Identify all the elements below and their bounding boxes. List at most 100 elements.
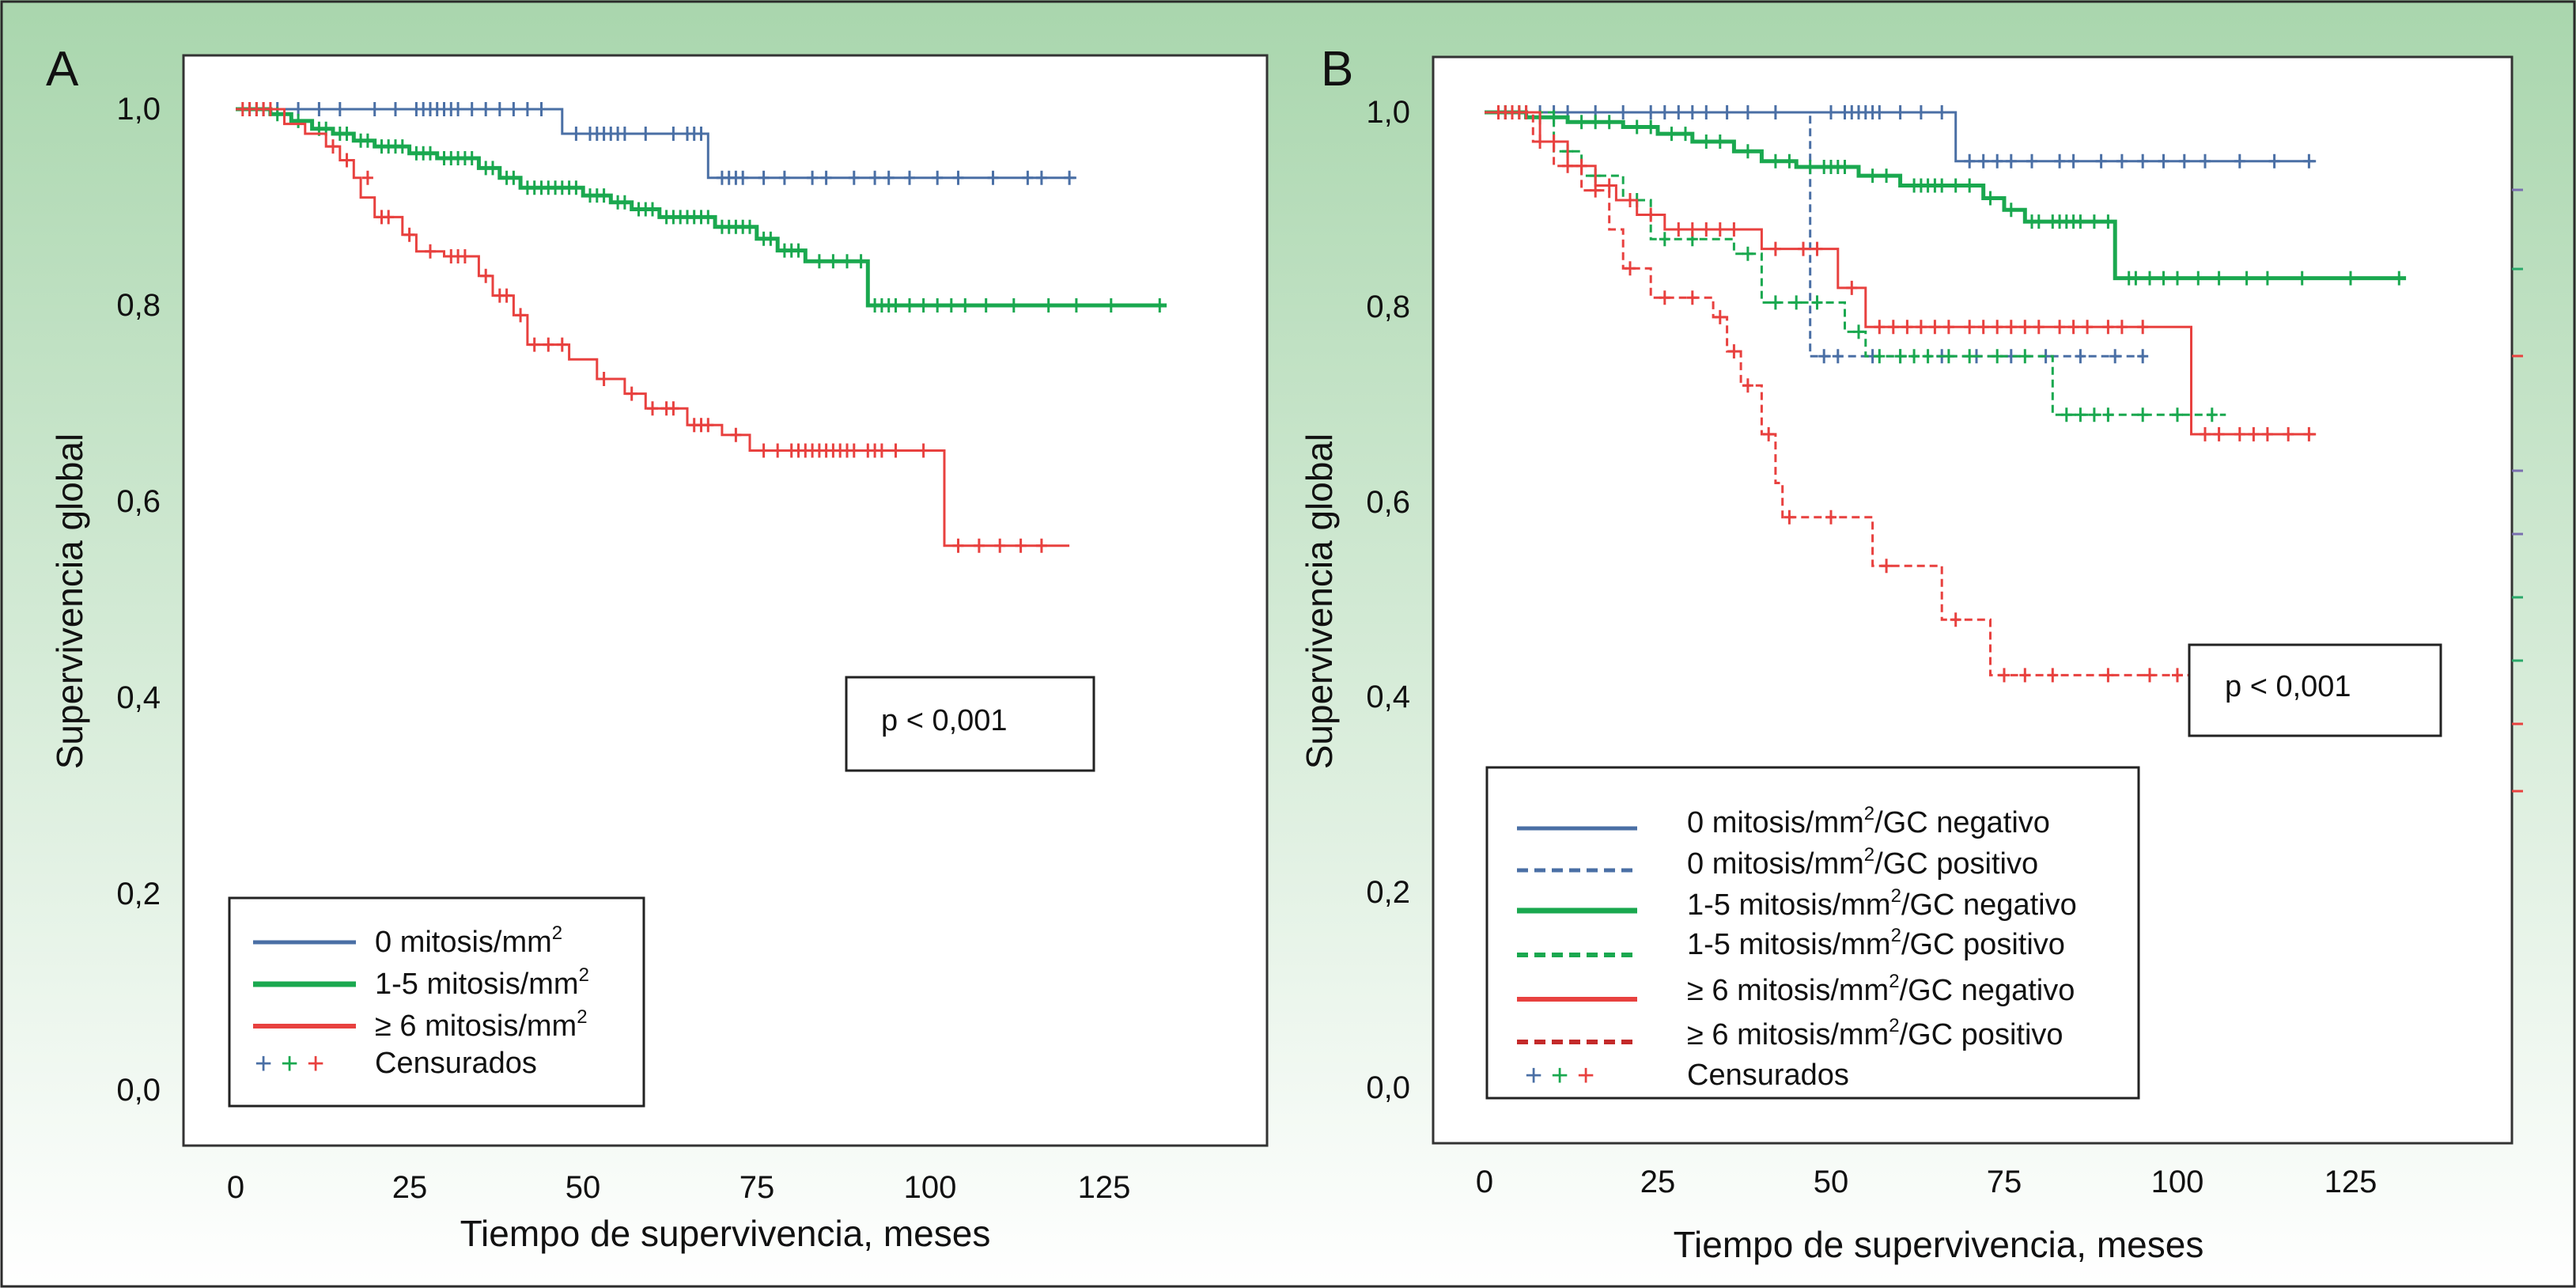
panel-a-legend-label-0: 0 mitosis/mm2 <box>375 922 562 959</box>
panel-a-censor-mark <box>293 113 305 128</box>
panel-a-censor-mark <box>758 443 770 458</box>
panel-b-censor-mark <box>2019 349 2031 364</box>
panel-a-censor-mark <box>807 170 819 185</box>
panel-b-censor-mark <box>2026 153 2037 169</box>
panel-a-censor-mark <box>842 254 853 269</box>
panel-b-censor-mark <box>2067 153 2079 169</box>
panel-a-censor-mark <box>452 102 464 116</box>
panel-b-censor-mark <box>2116 320 2128 335</box>
panel-a-censor-mark <box>952 538 964 553</box>
panel-b-censor-mark <box>2082 320 2094 335</box>
panel-b-censor-mark <box>1562 158 1574 173</box>
panel-b-legend-label-0: 0 mitosis/mm2/GC negativo <box>1687 803 2050 839</box>
panel-b-censor-mark <box>2261 426 2273 441</box>
panel-a-censor-mark <box>904 170 915 185</box>
panel-a-censor-mark <box>570 180 582 195</box>
panel-b-xtick-label: 50 <box>1814 1165 1849 1199</box>
panel-b-censor-mark <box>1742 378 1753 393</box>
panel-a-censor-mark <box>1035 170 1047 185</box>
panel-a-censor-mark <box>466 102 478 116</box>
panel-a-xtick-label: 25 <box>392 1170 428 1205</box>
panel-a-censor-mark <box>494 102 505 116</box>
panel-a-censor-mark <box>876 443 887 458</box>
panel-b-censor-mark <box>2144 668 2155 683</box>
panel-b-censor-mark <box>1728 222 1740 237</box>
panel-b-censor-mark <box>1804 160 1816 174</box>
panel-a-censor-mark <box>994 538 1006 553</box>
panel-a-censor-mark <box>869 170 881 185</box>
panel-a-censor-mark <box>980 298 992 313</box>
panel-a-censor-mark <box>932 170 944 185</box>
panel-a-censor-mark <box>618 195 630 210</box>
panel-b-censor-mark <box>1492 105 1504 119</box>
panel-b-censor-mark <box>2075 214 2086 229</box>
panel-b-ytick-label: 1,0 <box>1366 95 1410 130</box>
panel-a-censor-mark <box>827 254 839 269</box>
panel-b-censor-mark <box>1811 295 1823 310</box>
panel-b-censor-mark <box>2200 153 2211 169</box>
panel-b-censor-mark <box>1867 169 1878 184</box>
panel-b-censor-mark <box>1700 134 1712 149</box>
panel-b-censor-mark <box>2102 668 2114 683</box>
panel-b-censor-mark <box>1936 178 1948 193</box>
panel-b-legend-label-2: 1-5 mitosis/mm2/GC negativo <box>1687 885 2077 922</box>
panel-b-censor-mark <box>1673 222 1685 237</box>
panel-b-censor-mark <box>2172 271 2183 286</box>
panel-b-censor-mark <box>1686 222 1698 237</box>
panel-b-censor-mark <box>1929 320 1941 335</box>
panel-a-censor-mark <box>952 170 964 185</box>
panel-b-censor-mark <box>1666 127 1678 142</box>
panel-b-censor-mark <box>1881 559 1893 574</box>
panel-a-censor-mark <box>361 170 373 185</box>
panel-b-censor-mark <box>1964 320 1976 335</box>
panel-b-ytick-label: 0,8 <box>1366 290 1410 324</box>
panel-b-censor-mark <box>1769 153 1781 169</box>
panel-b-censor-mark <box>1575 115 1587 130</box>
panel-b-censor-mark <box>2067 320 2079 335</box>
panel-a-censor-mark <box>820 170 832 185</box>
panel-a-letter: A <box>46 42 79 97</box>
panel-a-censor-mark <box>508 102 520 116</box>
panel-b-censor-mark <box>1874 349 1886 364</box>
panel-b-censor-mark <box>1784 510 1795 525</box>
panel-a-xtick-label: 50 <box>566 1170 601 1205</box>
panel-b-censor-mark <box>2116 153 2128 169</box>
panel-b-series-layer <box>1485 105 2407 683</box>
panel-a-censor-mark <box>556 337 568 352</box>
panel-a-censor-mark <box>390 102 401 116</box>
panel-b-censor-mark <box>2019 320 2031 335</box>
panel-b-censor-mark <box>2144 271 2155 286</box>
panel-a-censor-mark <box>758 170 770 185</box>
panel-b-censor-mark <box>1784 153 1795 169</box>
panel-b-censor-mark <box>1631 119 1643 134</box>
panel-b-censor-mark <box>2213 271 2225 286</box>
panel-a-censor-mark <box>730 427 742 442</box>
panel-b-censor-mark <box>1908 349 1920 364</box>
panel-b-censor-symbol-red: + <box>1577 1059 1594 1093</box>
panel-a-censor-mark <box>695 127 707 141</box>
panel-a-censor-mark <box>792 243 804 258</box>
panel-b-censor-mark <box>1977 320 1989 335</box>
panel-a-censor-mark <box>890 298 902 313</box>
panel-b-censor-mark <box>1645 119 1657 134</box>
panel-a-ytick-labels: 0,0 0,2 0,4 0,6 0,8 1,0 <box>116 92 161 1108</box>
panel-a-censor-symbol-green: + <box>281 1047 298 1081</box>
panel-a-censor-mark <box>1015 538 1027 553</box>
panel-a-censor-mark <box>1008 298 1019 313</box>
panel-b-ytick-label: 0,2 <box>1366 875 1410 910</box>
panel-a-censor-mark <box>396 139 408 154</box>
panel-a-censor-mark <box>917 298 929 313</box>
panel-a-censor-mark <box>932 298 944 313</box>
panel-b-censor-mark <box>1964 178 1976 193</box>
panel-b-censor-mark <box>2283 426 2294 441</box>
panel-b-censor-marks-3 <box>1562 144 2218 422</box>
panel-a-censor-mark <box>883 170 895 185</box>
panel-a-censor-mark <box>618 127 630 141</box>
panel-a-censor-mark <box>264 102 276 116</box>
panel-b-censor-mark <box>1832 349 1844 364</box>
panel-a-ytick-label: 0,2 <box>116 877 161 911</box>
panel-a-censor-mark <box>515 308 527 323</box>
panel-b-ytick-labels: 0,0 0,2 0,4 0,6 0,8 1,0 <box>1366 95 1410 1105</box>
panel-a-censor-mark <box>702 418 714 433</box>
